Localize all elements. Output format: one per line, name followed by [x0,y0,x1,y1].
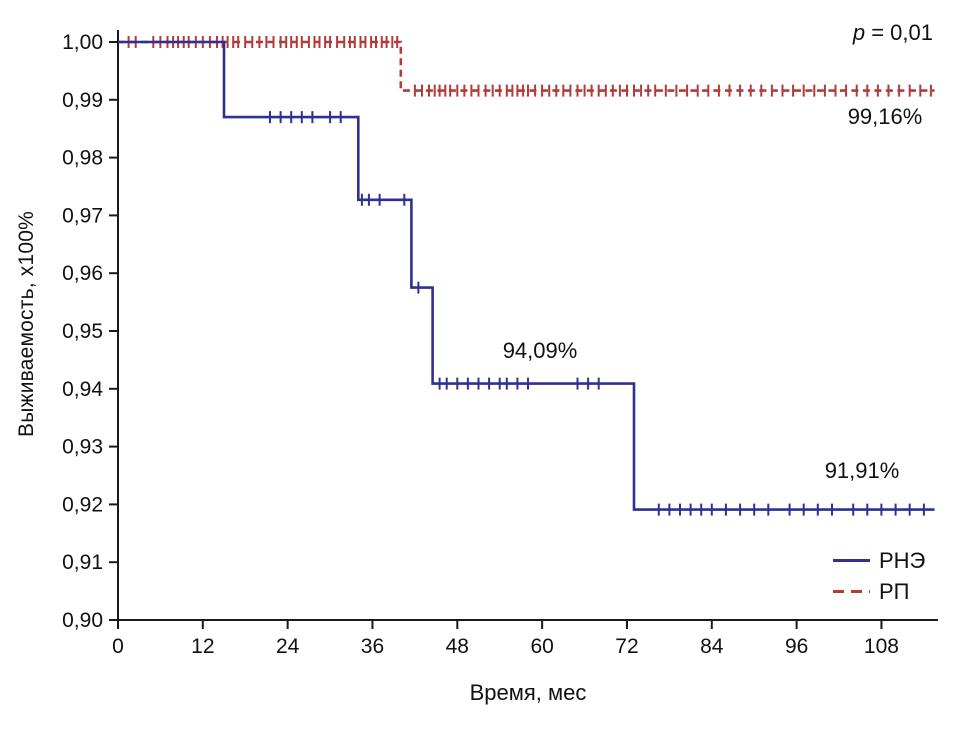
y-tick-label: 0,96 [62,262,103,285]
p-value-text: = 0,01 [865,20,933,45]
x-axis-label: Время, мес [469,680,587,705]
censor-marks-rp [127,36,932,97]
rp-line-sample [833,590,870,593]
y-tick-label: 0,97 [62,204,103,227]
series-rne [118,40,935,516]
y-tick-label: 0,91 [62,551,103,574]
annotation-rne-mid-survival: 94,09% [502,338,578,363]
legend-item-rne: РНЭ [833,545,925,576]
p-value-annotation: p = 0,01 [853,20,933,46]
series-line-rne [118,40,935,511]
y-tick-label: 0,92 [62,493,103,516]
x-tick-label: 96 [785,635,808,658]
y-tick-label: 0,93 [62,436,103,459]
y-tick-label: 1,00 [62,31,103,54]
y-tick-label: 0,90 [62,609,103,632]
rne-line-sample [833,559,870,562]
y-tick-label: 0,94 [62,378,103,401]
censor-marks-rne [269,111,925,516]
x-tick-label: 36 [361,635,384,658]
legend-label-rne: РНЭ [879,547,926,573]
annotation-rne-final-survival: 91,91% [824,458,900,483]
legend-label-rp: РП [879,578,910,604]
legend: РНЭ РП [833,545,925,607]
annotation-rp-survival: 99,16% [847,104,923,129]
series-line-rp [118,40,935,92]
x-tick-label: 48 [446,635,469,658]
axes [117,30,938,621]
y-tick-label: 0,95 [62,320,103,343]
y-axis-label: Выживаемость, x100% [15,211,38,438]
p-symbol: p [852,20,866,45]
x-tick-label: 24 [276,635,300,658]
y-tick-label: 0,99 [62,89,103,112]
x-tick-label: 0 [112,635,124,658]
legend-item-rp: РП [833,576,925,607]
series-rp [118,36,935,97]
x-tick-label: 12 [191,635,214,658]
x-tick-label: 72 [615,635,638,658]
x-tick-label: 60 [530,635,553,658]
x-tick-label: 84 [700,635,724,658]
y-tick-label: 0,98 [62,147,103,170]
x-tick-label: 108 [864,635,899,658]
